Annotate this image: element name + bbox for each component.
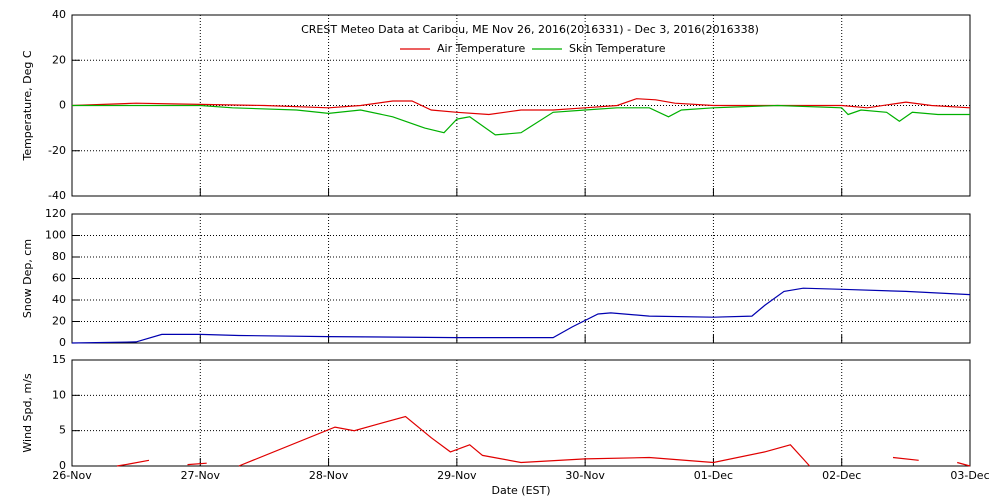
y-tick-label: 80	[52, 250, 66, 263]
x-tick-label: 01-Dec	[694, 469, 733, 482]
x-tick-label: 02-Dec	[822, 469, 861, 482]
y-axis-label: Wind Spd, m/s	[21, 373, 34, 453]
data-line	[116, 415, 971, 467]
x-axis-label: Date (EST)	[491, 484, 550, 497]
y-tick-label: 60	[52, 272, 66, 285]
y-tick-label: 5	[59, 424, 66, 437]
y-tick-label: 120	[45, 207, 66, 220]
y-tick-label: 0	[59, 459, 66, 472]
data-line	[71, 287, 971, 344]
data-line	[71, 98, 971, 116]
y-tick-label: 40	[52, 293, 66, 306]
legend-label: Skin Temperature	[569, 42, 666, 55]
y-tick-label: 20	[52, 53, 66, 66]
x-tick-label: 29-Nov	[437, 469, 477, 482]
y-tick-label: 40	[52, 8, 66, 21]
plot-frame	[71, 213, 971, 344]
y-tick-label: 100	[45, 229, 66, 242]
y-tick-label: 0	[59, 336, 66, 349]
x-tick-label: 27-Nov	[181, 469, 221, 482]
y-tick-label: -40	[48, 189, 66, 202]
legend-label: Air Temperature	[437, 42, 526, 55]
x-tick-label: 03-Dec	[950, 469, 989, 482]
y-tick-label: 20	[52, 315, 66, 328]
y-tick-label: 15	[52, 353, 66, 366]
chart-title: CREST Meteo Data at Caribou, ME Nov 26, …	[301, 23, 759, 36]
y-tick-label: 0	[59, 99, 66, 112]
y-axis-label: Temperature, Deg C	[21, 50, 34, 161]
data-line	[72, 104, 970, 136]
x-tick-label: 30-Nov	[565, 469, 605, 482]
y-axis-label: Snow Dep, cm	[21, 239, 34, 318]
x-tick-label: 26-Nov	[52, 469, 92, 482]
y-tick-label: -20	[48, 144, 66, 157]
x-tick-label: 28-Nov	[309, 469, 349, 482]
plot-frame	[71, 359, 971, 467]
y-tick-label: 10	[52, 388, 66, 401]
